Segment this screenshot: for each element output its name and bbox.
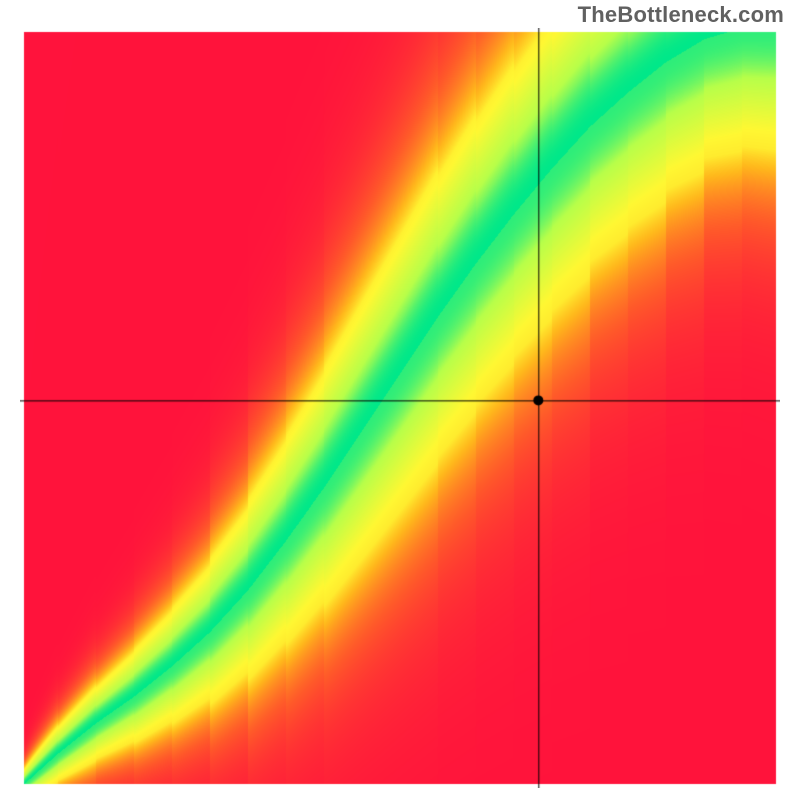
watermark-text: TheBottleneck.com bbox=[578, 2, 784, 28]
heatmap-canvas bbox=[20, 28, 780, 788]
heatmap-plot bbox=[20, 28, 780, 788]
